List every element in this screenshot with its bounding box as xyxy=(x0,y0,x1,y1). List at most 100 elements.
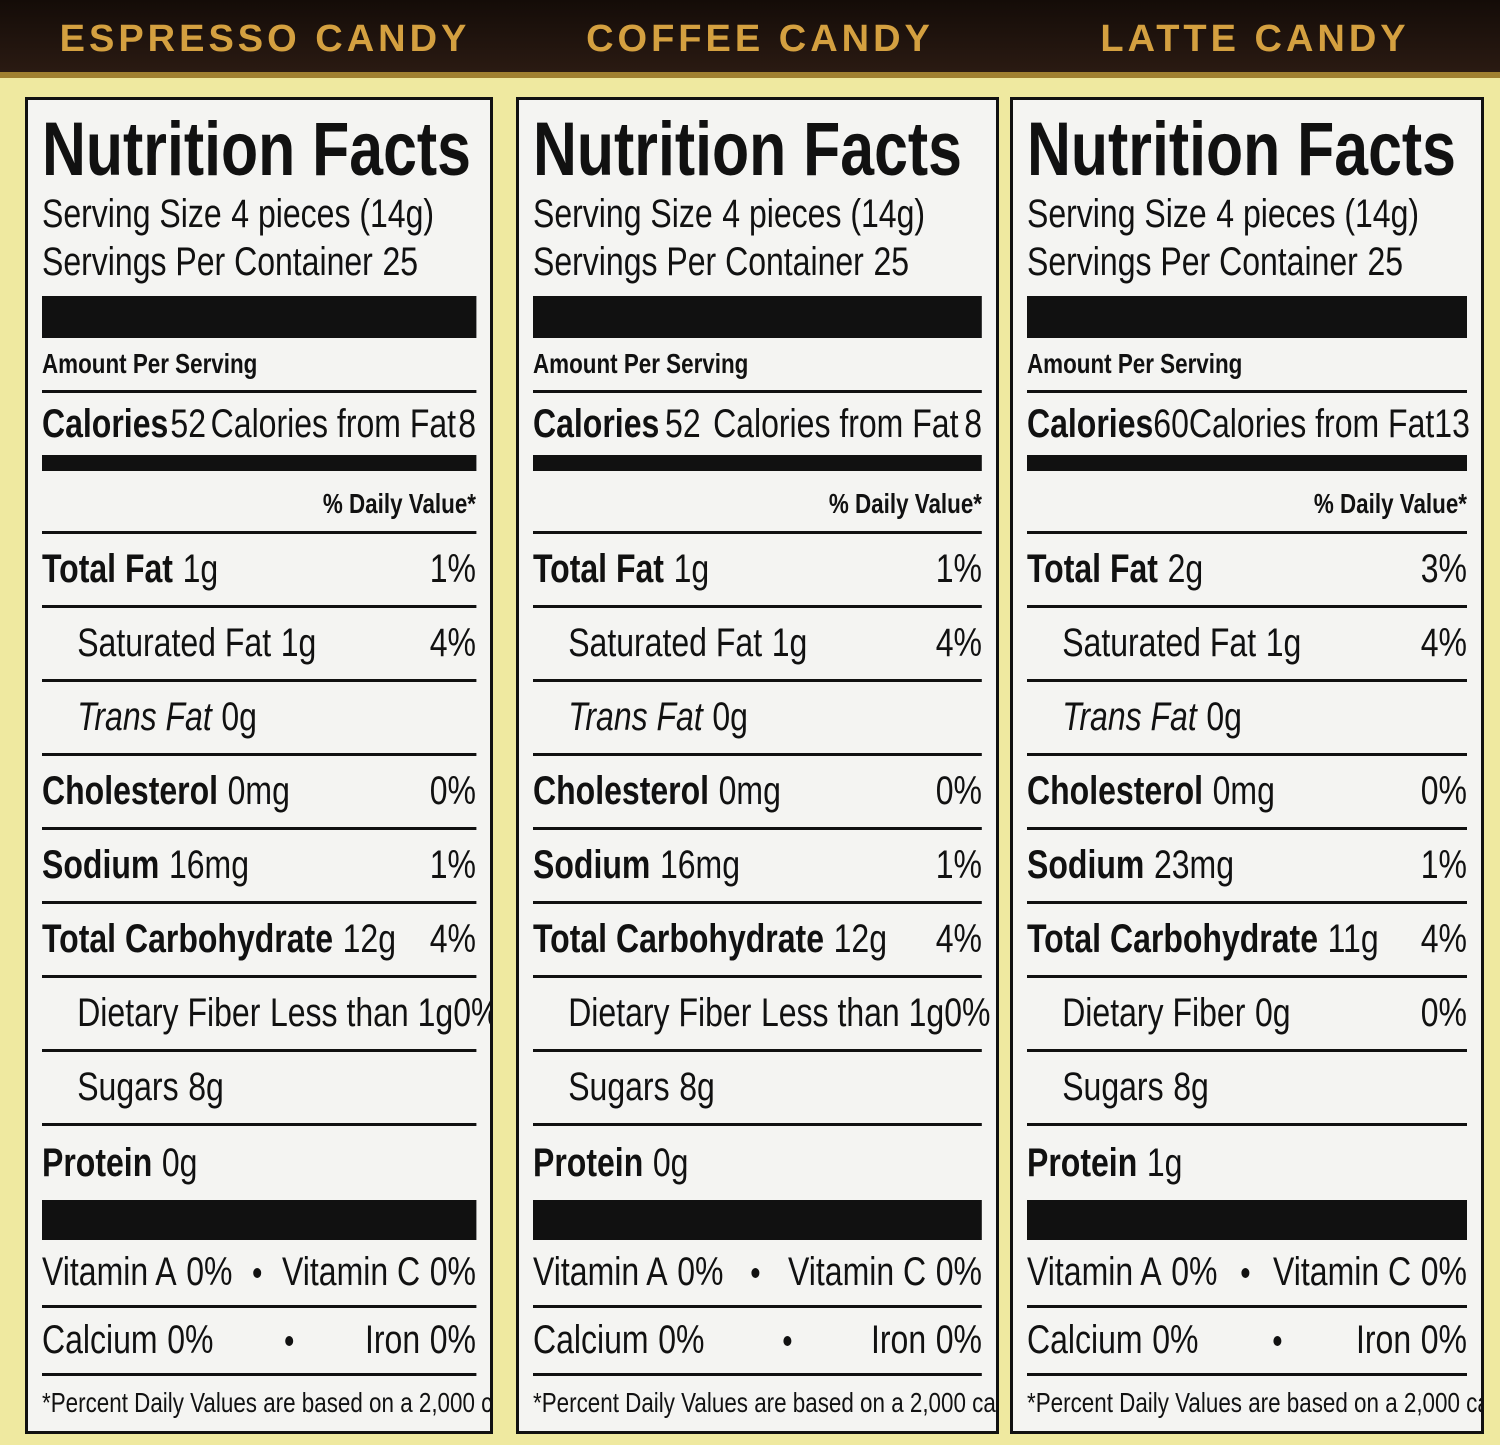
vitamin-label: Iron xyxy=(870,1318,927,1362)
nutrient-name: Dietary Fiber Less than 1g xyxy=(77,991,453,1036)
vitamin-value: 0% xyxy=(935,1318,982,1362)
nutrient-label: Trans Fat xyxy=(568,695,703,739)
daily-value: 4% xyxy=(1420,917,1467,961)
thick-bar xyxy=(1027,296,1467,338)
vitamin-value: 0% xyxy=(186,1250,233,1294)
nutrient-amount: 11g xyxy=(1327,917,1379,961)
thick-bar xyxy=(42,1200,476,1240)
vitamin-value: 0% xyxy=(1152,1318,1199,1362)
calories-from-fat-value: 13 xyxy=(1434,401,1470,446)
nutrient-amount: 0g xyxy=(161,1140,198,1185)
servings-per-container: Servings Per Container 25 xyxy=(42,238,476,286)
nutrient-amount: 16mg xyxy=(168,843,249,887)
nutrient-label: Sugars xyxy=(568,1065,670,1109)
nutrient-label: Trans Fat xyxy=(77,695,212,739)
calories-from-fat-label: Calories from Fat xyxy=(210,401,457,446)
calories-value: 52 xyxy=(170,401,207,446)
nutrient-name: Total Fat 1g xyxy=(42,547,218,592)
nutrient-name: Sugars 8g xyxy=(568,1065,715,1110)
vitamin-label: Vitamin C xyxy=(282,1250,421,1294)
header-band: ESPRESSO CANDY COFFEE CANDY LATTE CANDY xyxy=(0,0,1500,78)
nutrient-amount: 0mg xyxy=(718,769,781,813)
nutrient-amount: 16mg xyxy=(659,843,740,887)
vitamin-value: 0% xyxy=(935,1250,982,1294)
nutrient-amount: 2g xyxy=(1167,547,1204,591)
vitamin-item: Vitamin A 0% xyxy=(42,1250,232,1295)
servings-per-container-value: 25 xyxy=(382,240,419,284)
nutrient-label: Sodium xyxy=(42,843,160,887)
panel-content: Nutrition Facts Serving Size 4 pieces (14g… xyxy=(1027,110,1481,1430)
vitamin-item: Iron 0% xyxy=(365,1318,476,1363)
nutrient-label: Dietary Fiber xyxy=(568,991,752,1035)
daily-value: 4% xyxy=(429,917,476,961)
panel-content: Nutrition Facts Serving Size 4 pieces (14g… xyxy=(533,110,999,1430)
sub-nutrient-row: Saturated Fat 1g 4% xyxy=(42,608,476,682)
vitamin-item: Iron 0% xyxy=(1356,1318,1467,1363)
amount-per-serving: Amount Per Serving xyxy=(42,338,476,393)
nutrient-name: Total Fat 1g xyxy=(533,547,709,592)
daily-value: 0% xyxy=(1420,769,1467,813)
panel-content: Nutrition Facts Serving Size 4 pieces (14g… xyxy=(42,110,490,1430)
nutrient-label: Trans Fat xyxy=(1062,695,1197,739)
daily-value-header: % Daily Value* xyxy=(533,471,982,534)
nutrient-name: Dietary Fiber Less than 1g xyxy=(568,991,944,1036)
nutrient-name: Dietary Fiber 0g xyxy=(1062,991,1290,1036)
nutrient-amount: 1g xyxy=(673,547,710,591)
nutrient-amount: 8g xyxy=(1173,1065,1209,1109)
servings-per-container-label: Servings Per Container xyxy=(42,240,373,284)
vitamin-label: Calcium xyxy=(42,1318,158,1362)
daily-value-header: % Daily Value* xyxy=(1027,471,1467,534)
daily-value: 1% xyxy=(935,547,982,591)
vitamin-value: 0% xyxy=(1171,1250,1218,1294)
nutrient-amount: 0mg xyxy=(1212,769,1275,813)
vitamin-row: Calcium 0% Iron 0% xyxy=(1027,1308,1467,1376)
nutrient-row: Cholesterol 0mg 0% xyxy=(533,756,982,830)
vitamin-item: Calcium 0% xyxy=(1027,1318,1198,1363)
serving-size: Serving Size 4 pieces (14g) xyxy=(533,190,982,238)
nutrient-amount: 8g xyxy=(188,1065,224,1109)
nutrition-panel: Nutrition Facts Serving Size 4 pieces (14g… xyxy=(25,97,493,1434)
nutrient-label: Sodium xyxy=(1027,843,1145,887)
daily-value-header: % Daily Value* xyxy=(42,471,476,534)
sub-nutrient-row: Sugars 8g xyxy=(1027,1052,1467,1126)
servings-per-container-value: 25 xyxy=(873,240,910,284)
thick-bar xyxy=(1027,1200,1467,1240)
nutrient-name: Trans Fat 0g xyxy=(568,695,748,740)
vitamin-label: Vitamin C xyxy=(788,1250,927,1294)
calories-row: Calories 52 Calories from Fat 8 xyxy=(533,393,982,455)
vitamin-item: Calcium 0% xyxy=(42,1318,213,1363)
nutrient-label: Dietary Fiber xyxy=(1062,991,1246,1035)
nutrient-amount: 1g xyxy=(1146,1140,1183,1185)
vitamin-item: Vitamin C 0% xyxy=(282,1250,476,1295)
daily-value: 1% xyxy=(935,843,982,887)
amount-per-serving: Amount Per Serving xyxy=(1027,338,1467,393)
nutrient-label: Total Carbohydrate xyxy=(1027,917,1318,961)
vitamin-label: Calcium xyxy=(533,1318,649,1362)
vitamin-item: Vitamin C 0% xyxy=(788,1250,982,1295)
nutrient-amount: 1g xyxy=(280,621,317,665)
bullet xyxy=(285,1335,294,1346)
daily-value: 1% xyxy=(429,843,476,887)
servings-per-container: Servings Per Container 25 xyxy=(1027,238,1467,286)
nutrient-name: Saturated Fat 1g xyxy=(77,621,316,666)
vitamin-row: Vitamin A 0% Vitamin C 0% xyxy=(533,1240,982,1308)
thick-bar xyxy=(42,296,476,338)
vitamin-label: Vitamin A xyxy=(42,1250,177,1294)
vitamin-value: 0% xyxy=(1420,1250,1467,1294)
nutrient-label: Total Fat xyxy=(1027,547,1158,591)
nutrient-label: Dietary Fiber xyxy=(77,991,261,1035)
thick-bar xyxy=(533,1200,982,1240)
daily-value: 1% xyxy=(429,547,476,591)
footnote: *Percent Daily Values are based on a 2,0… xyxy=(533,1387,999,1418)
bullet xyxy=(1241,1267,1250,1278)
serving-size: Serving Size 4 pieces (14g) xyxy=(42,190,476,238)
calories-from-fat-value: 8 xyxy=(964,401,982,446)
vitamin-row: Vitamin A 0% Vitamin C 0% xyxy=(42,1240,476,1308)
servings-per-container: Servings Per Container 25 xyxy=(533,238,982,286)
daily-value: 1% xyxy=(1420,843,1467,887)
thick-bar xyxy=(533,455,982,471)
thick-bar xyxy=(1027,455,1467,471)
nutrient-amount: 1g xyxy=(771,621,808,665)
